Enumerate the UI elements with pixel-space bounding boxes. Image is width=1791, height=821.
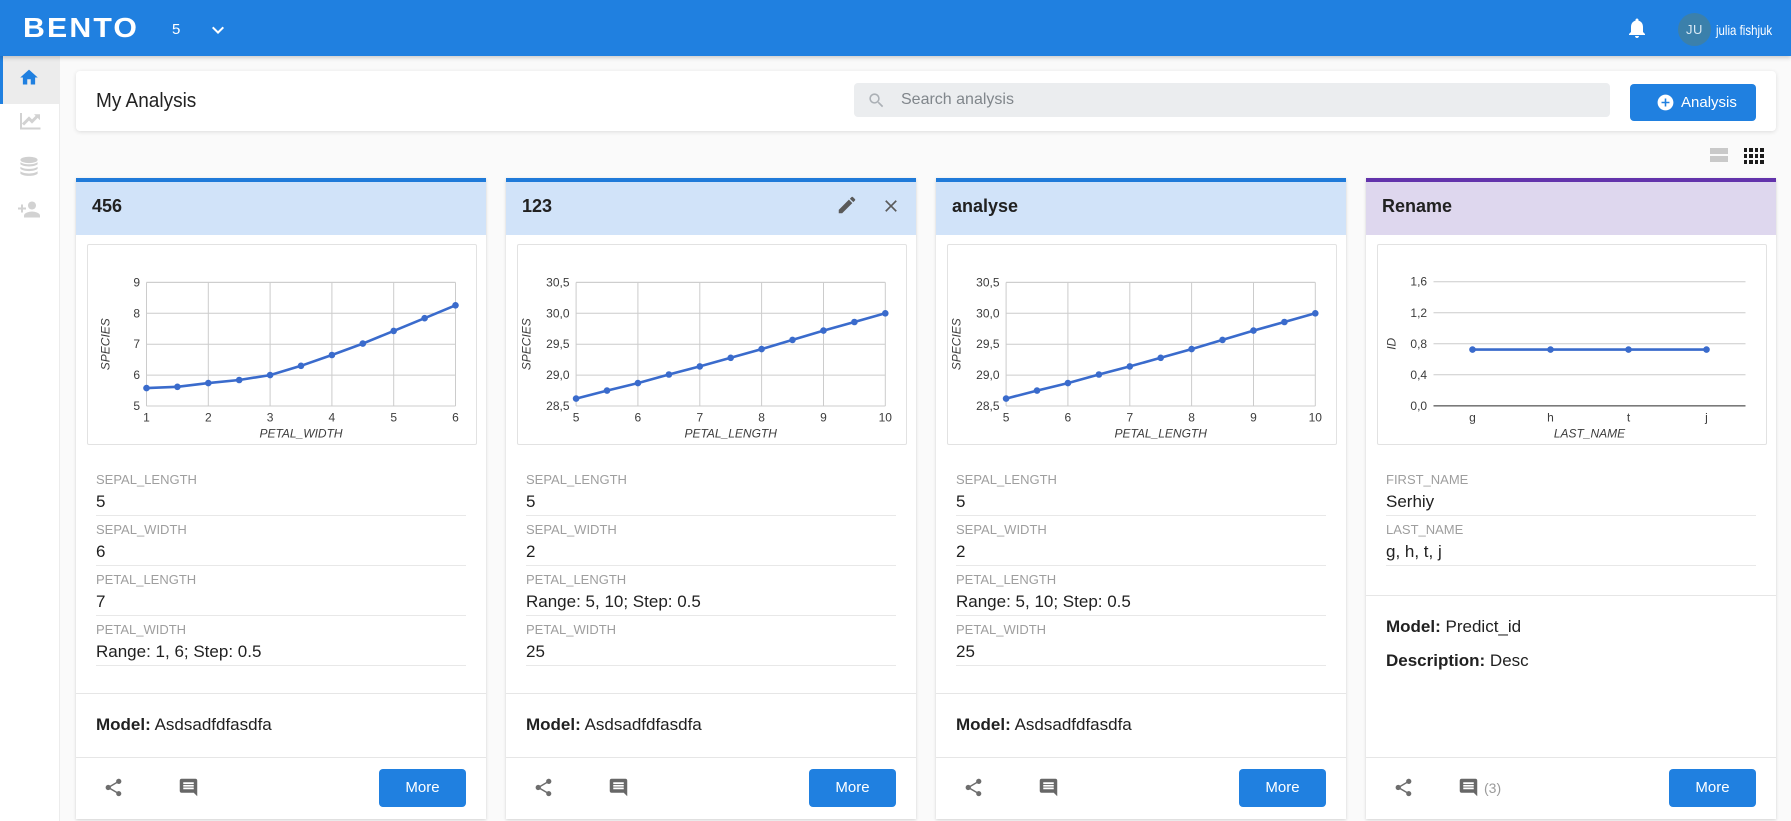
svg-text:7: 7 <box>696 410 703 424</box>
svg-text:5: 5 <box>133 399 140 413</box>
svg-text:8: 8 <box>1188 410 1195 424</box>
svg-text:3: 3 <box>266 410 273 424</box>
svg-text:5: 5 <box>390 410 397 424</box>
svg-text:8: 8 <box>758 410 765 424</box>
svg-text:1,2: 1,2 <box>1410 305 1427 319</box>
svg-text:10: 10 <box>1308 410 1322 424</box>
svg-text:SPECIES: SPECIES <box>949 318 963 370</box>
svg-text:8: 8 <box>133 306 140 320</box>
svg-text:6: 6 <box>634 410 641 424</box>
svg-text:9: 9 <box>133 275 140 289</box>
svg-text:28,5: 28,5 <box>976 399 1000 413</box>
svg-text:30,5: 30,5 <box>976 275 1000 289</box>
svg-text:9: 9 <box>820 410 827 424</box>
svg-text:30,0: 30,0 <box>546 306 570 320</box>
svg-text:g: g <box>1469 410 1476 424</box>
svg-text:7: 7 <box>133 337 140 351</box>
svg-text:5: 5 <box>1002 410 1009 424</box>
svg-text:ID: ID <box>1384 337 1398 349</box>
svg-text:30,0: 30,0 <box>976 306 1000 320</box>
svg-text:PETAL_LENGTH: PETAL_LENGTH <box>684 426 777 440</box>
svg-text:29,0: 29,0 <box>546 368 570 382</box>
svg-text:1,6: 1,6 <box>1410 274 1427 288</box>
svg-text:PETAL_LENGTH: PETAL_LENGTH <box>1114 426 1207 440</box>
svg-text:0,8: 0,8 <box>1410 336 1427 350</box>
svg-text:PETAL_WIDTH: PETAL_WIDTH <box>259 426 342 440</box>
svg-text:1: 1 <box>143 410 150 424</box>
svg-text:4: 4 <box>328 410 335 424</box>
svg-text:29,0: 29,0 <box>976 368 1000 382</box>
svg-text:28,5: 28,5 <box>546 399 570 413</box>
svg-text:30,5: 30,5 <box>546 275 570 289</box>
svg-text:2: 2 <box>204 410 211 424</box>
svg-text:6: 6 <box>452 410 459 424</box>
svg-text:LAST_NAME: LAST_NAME <box>1553 426 1625 440</box>
svg-text:9: 9 <box>1250 410 1257 424</box>
svg-text:29,5: 29,5 <box>546 337 570 351</box>
svg-text:h: h <box>1547 410 1554 424</box>
svg-text:29,5: 29,5 <box>976 337 1000 351</box>
svg-text:0,4: 0,4 <box>1410 367 1427 381</box>
svg-text:SPECIES: SPECIES <box>519 318 533 370</box>
svg-text:6: 6 <box>133 368 140 382</box>
svg-text:10: 10 <box>878 410 892 424</box>
svg-text:5: 5 <box>572 410 579 424</box>
svg-text:j: j <box>1704 410 1708 424</box>
svg-text:SPECIES: SPECIES <box>98 318 112 370</box>
svg-text:6: 6 <box>1064 410 1071 424</box>
svg-text:0,0: 0,0 <box>1410 398 1427 412</box>
svg-text:7: 7 <box>1126 410 1133 424</box>
svg-text:t: t <box>1626 410 1630 424</box>
